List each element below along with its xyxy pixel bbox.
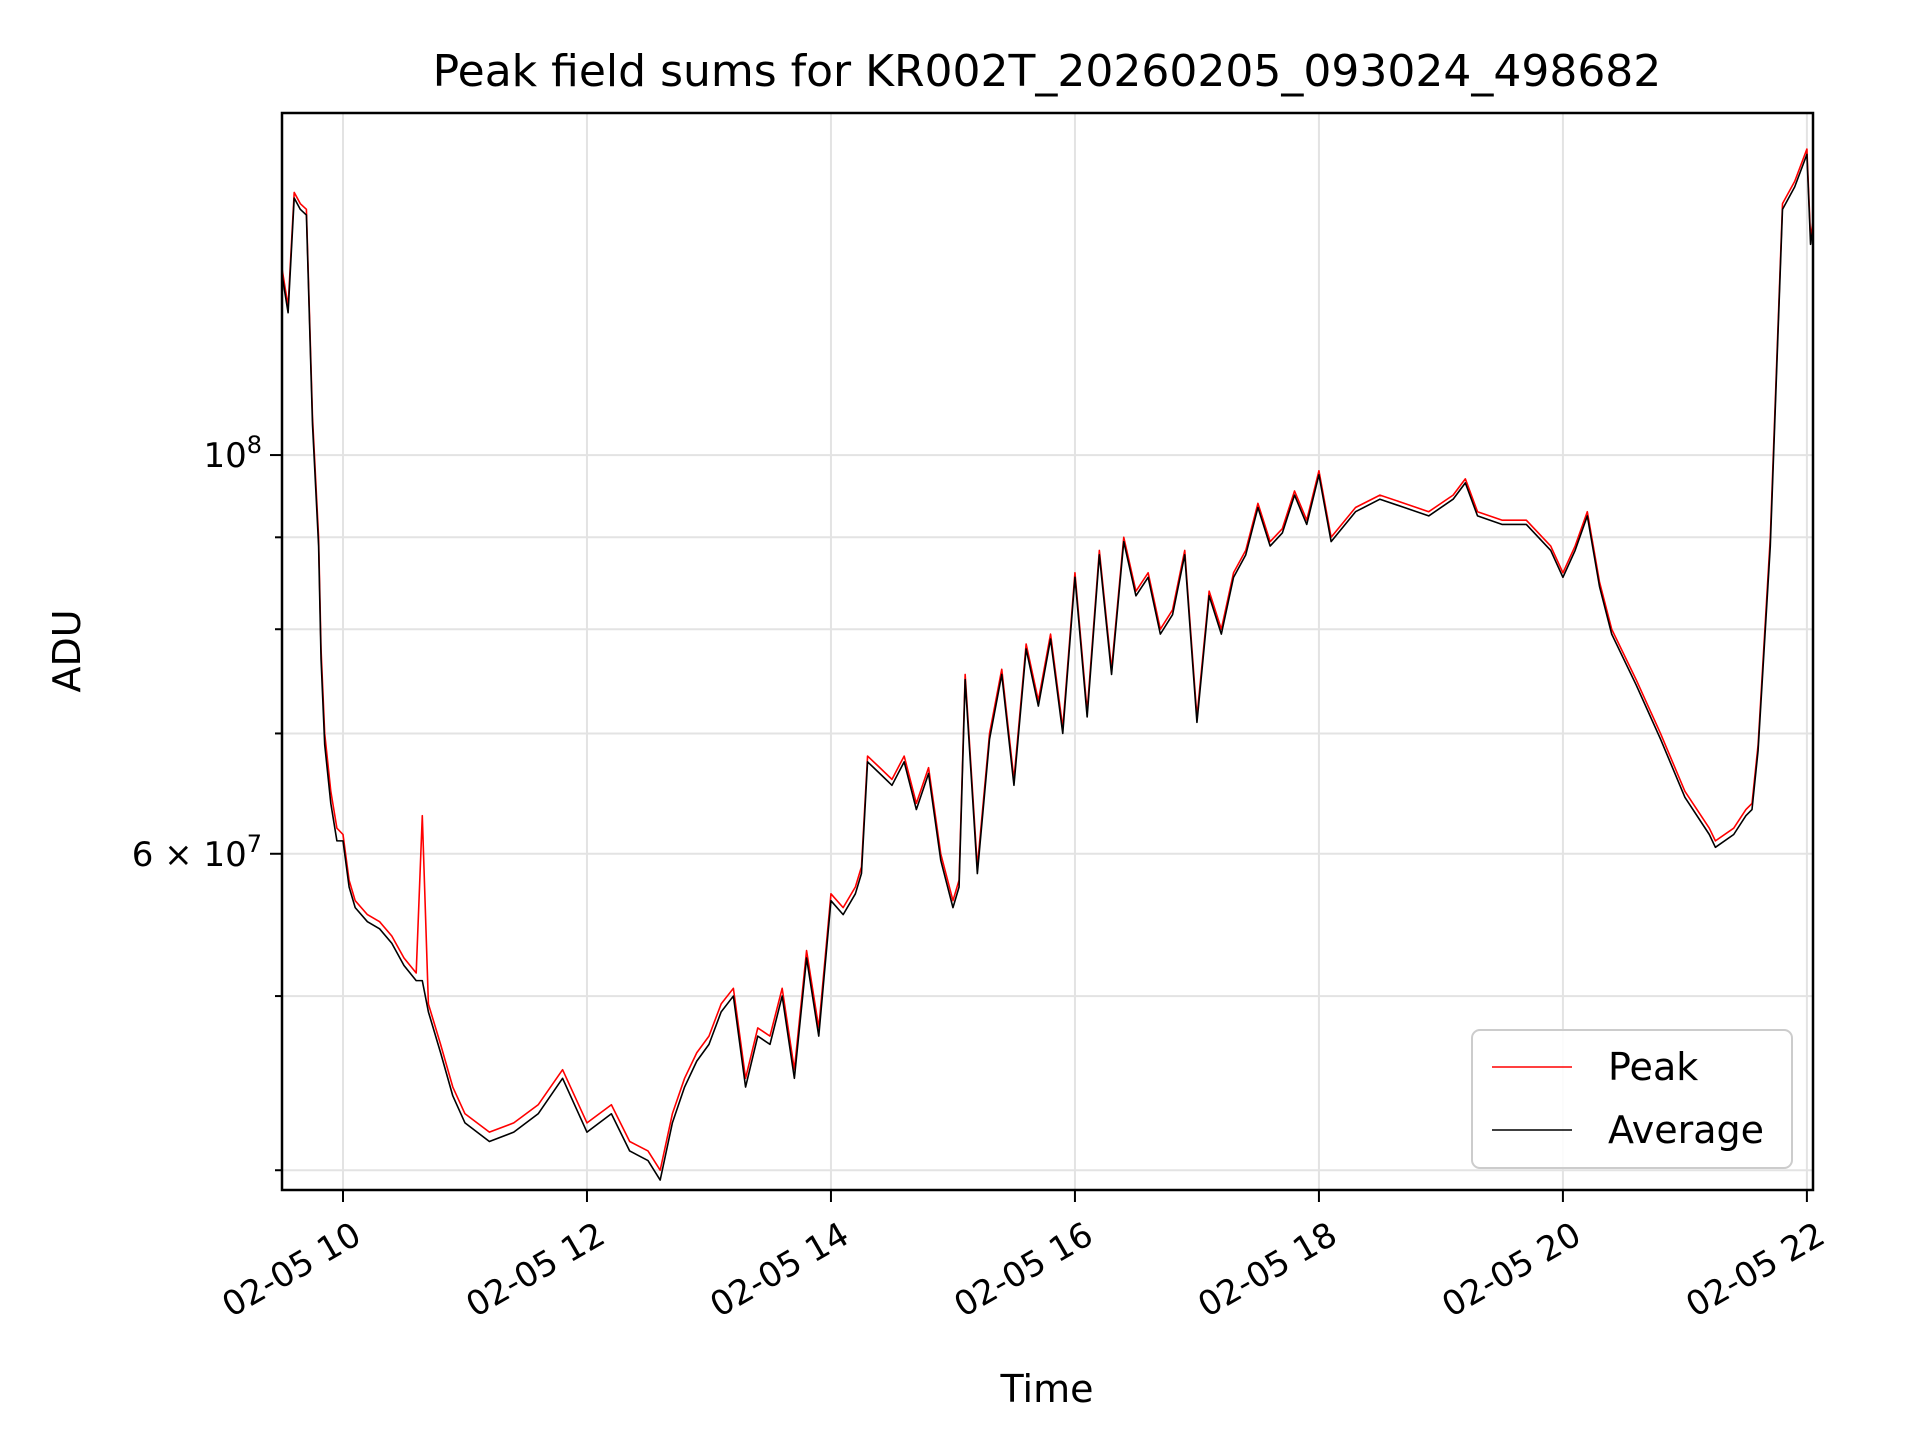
legend-box xyxy=(1471,1029,1793,1169)
legend-label-average: Average xyxy=(1608,1108,1764,1152)
x-axis-label: Time xyxy=(1000,1367,1094,1411)
grid-layer xyxy=(282,113,1813,1190)
y-tick-label: 108 xyxy=(203,431,262,476)
series-line-average xyxy=(282,153,1813,1181)
plot-frame xyxy=(280,111,1815,1192)
y-tick-label: 6 × 107 xyxy=(132,830,262,875)
chart-title: Peak field sums for KR002T_20260205_0930… xyxy=(433,46,1662,97)
y-axis: 108 6 × 107 xyxy=(132,431,282,1172)
y-axis-label: ADU xyxy=(45,609,89,692)
legend: Peak Average xyxy=(1471,1029,1793,1169)
legend-label-peak: Peak xyxy=(1608,1045,1698,1089)
series-layer xyxy=(282,148,1813,1181)
